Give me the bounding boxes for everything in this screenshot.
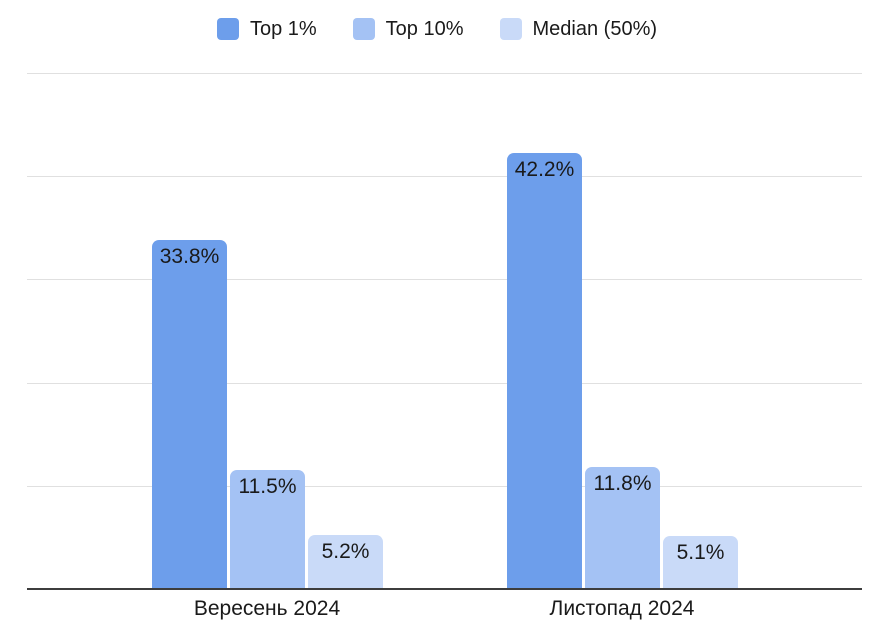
gridline-20 xyxy=(27,383,862,384)
gridline-40 xyxy=(27,176,862,177)
gridline-50 xyxy=(27,73,862,74)
bar-series0-group0: 33.8% xyxy=(152,240,227,589)
bar-data-label: 11.5% xyxy=(238,475,297,498)
bar-data-label: 11.8% xyxy=(593,472,652,495)
legend-item-top1: Top 1% xyxy=(216,17,317,41)
chart-legend: Top 1% Top 10% Median (50%) xyxy=(0,17,874,41)
bar-series2-group1: 5.1% xyxy=(663,536,738,589)
gridline-10 xyxy=(27,486,862,487)
legend-label-median: Median (50%) xyxy=(532,18,658,40)
bar-data-label: 42.2% xyxy=(514,158,575,181)
x-axis-label-group1: Листопад 2024 xyxy=(549,597,695,620)
bar-data-label: 5.2% xyxy=(321,540,370,563)
legend-swatch-top1 xyxy=(216,18,239,40)
gridline-30 xyxy=(27,279,862,280)
bar-series1-group1: 11.8% xyxy=(585,467,660,589)
bar-series1-group0: 11.5% xyxy=(230,470,305,589)
legend-item-top10: Top 10% xyxy=(352,17,464,41)
bar-data-label: 33.8% xyxy=(159,245,220,268)
legend-label-top1: Top 1% xyxy=(249,18,317,40)
bar-data-label: 5.1% xyxy=(676,541,725,564)
x-axis-label-group0: Вересень 2024 xyxy=(193,597,341,620)
legend-item-median: Median (50%) xyxy=(499,17,658,41)
x-axis-line xyxy=(27,588,862,590)
bar-series2-group0: 5.2% xyxy=(308,535,383,589)
bar-series0-group1: 42.2% xyxy=(507,153,582,589)
legend-swatch-top10 xyxy=(352,18,375,40)
legend-label-top10: Top 10% xyxy=(385,18,464,40)
legend-swatch-median xyxy=(499,18,522,40)
